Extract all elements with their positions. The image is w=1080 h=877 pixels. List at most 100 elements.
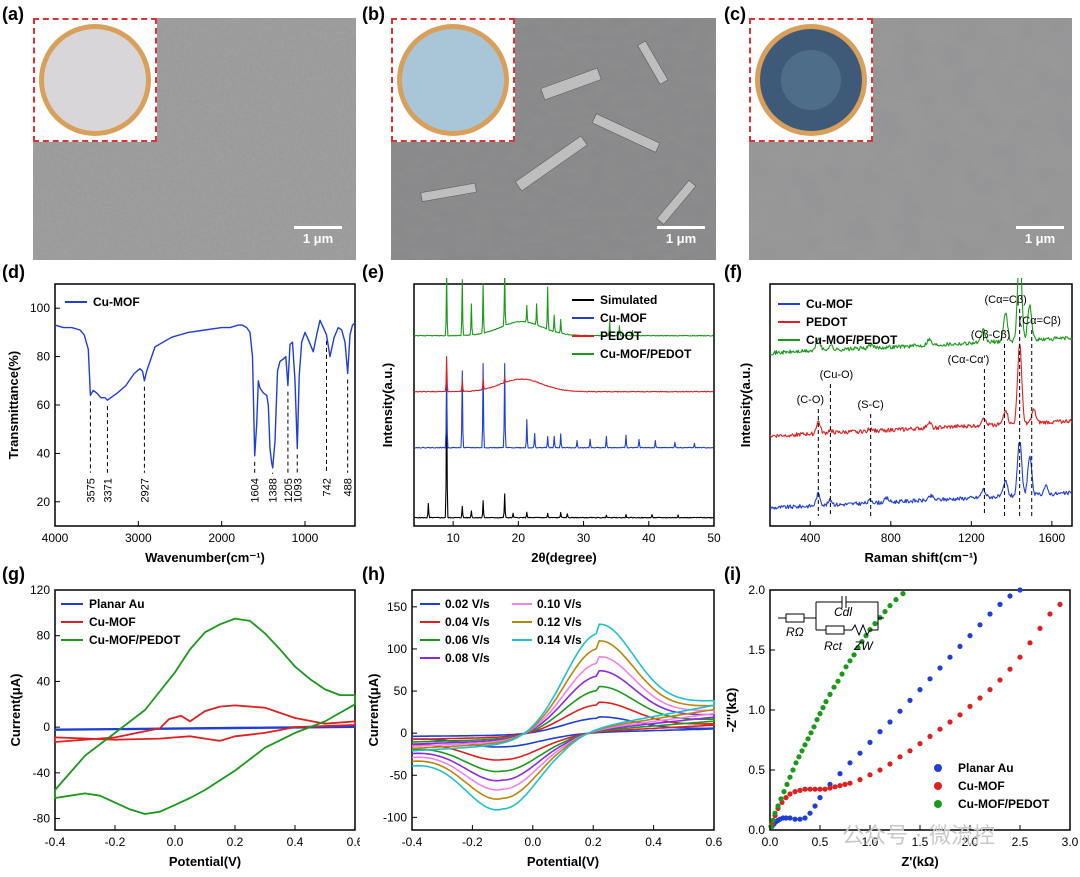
data-point	[937, 665, 943, 671]
data-point	[967, 703, 973, 709]
series-cu-mof-pedot	[413, 278, 714, 337]
data-point	[887, 761, 893, 767]
data-point	[770, 817, 776, 823]
peak-label: 1205	[283, 478, 295, 502]
data-point	[768, 823, 774, 829]
y-tick-label: 2.0	[748, 583, 765, 597]
x-tick-label: 0.5	[812, 835, 829, 849]
data-point	[843, 664, 849, 670]
y-axis-label: Transmittance(%)	[6, 351, 21, 459]
data-point	[822, 786, 828, 792]
chart-e: 10 20 30 40 50 2θ(degree) Intensity(a.u.) Simul…	[380, 278, 721, 565]
x-tick-label: 1200	[958, 531, 985, 545]
data-point	[867, 772, 873, 778]
y-tick-label: 0.0	[748, 823, 765, 837]
x-tick-label: 3000	[125, 531, 152, 545]
peak-label: 3371	[102, 478, 114, 502]
legend-marker	[934, 764, 942, 772]
data-point	[947, 719, 953, 725]
series-cu-mof	[769, 441, 1073, 510]
y-tick-label: 50	[394, 684, 408, 698]
data-point	[937, 726, 943, 732]
x-tick-label: -0.2	[462, 835, 483, 849]
data-point	[907, 748, 913, 754]
x-tick-label: 0.6	[706, 835, 722, 849]
scale-bar-b: 1 μm	[657, 226, 705, 246]
y-tick-label: 40	[37, 446, 51, 460]
data-point	[812, 786, 818, 792]
series-cu-mof-pedot	[769, 278, 1073, 356]
circuit-label: Rct	[824, 639, 843, 653]
data-point	[847, 780, 853, 786]
data-point	[817, 786, 823, 792]
data-point	[784, 781, 790, 787]
x-axis-label: Raman shift(cm⁻¹)	[864, 550, 977, 565]
data-point	[1027, 640, 1033, 646]
data-point	[957, 643, 963, 649]
plot-frame	[413, 283, 715, 527]
legend-label: Cu-MOF	[958, 779, 1005, 793]
data-point	[775, 803, 781, 809]
data-point	[897, 754, 903, 760]
x-tick-label: -0.4	[45, 835, 66, 849]
data-point	[832, 784, 838, 790]
resistor-r-ct	[825, 625, 845, 635]
data-point	[814, 717, 820, 723]
y-tick-label: -40	[33, 766, 51, 780]
peak-label: 1093	[292, 478, 304, 502]
x-axis-label: 2θ(degree)	[531, 550, 597, 565]
data-point	[855, 645, 861, 651]
circuit-label: RΩ	[786, 625, 804, 639]
series-pedot	[769, 343, 1073, 438]
data-point	[997, 677, 1003, 683]
chart-i: 0.0 0.5 1.0 1.5 2.0 2.5 3.0 0.0 0.5 1.0 1.5 2.0 Z'(k…	[724, 583, 1079, 869]
peak-label: 742	[322, 478, 334, 496]
legend-label: Cu-MOF/PEDOT	[89, 633, 181, 647]
data-point	[781, 789, 787, 795]
data-point	[787, 815, 793, 821]
chart-g: -0.4 -0.2 0.0 0.2 0.4 0.6 -80 -40 0 40 80 120 Potent…	[8, 583, 360, 869]
series-pedot	[413, 355, 714, 393]
plot-frame	[54, 589, 356, 831]
raman-marker-label: (Cα-Cα')	[948, 354, 990, 366]
x-axis-label: Z'(kΩ)	[901, 854, 938, 869]
y-tick-label: 100	[30, 301, 50, 315]
x-tick-label: 4000	[42, 531, 69, 545]
legend-label: Cu-MOF	[89, 615, 136, 629]
panel-label-c: (c)	[724, 4, 746, 24]
legend-label: 0.10 V/s	[537, 597, 582, 611]
x-tick-label: 2000	[208, 531, 235, 545]
data-point	[827, 785, 833, 791]
x-axis-label: Wavenumber(cm⁻¹)	[145, 550, 265, 565]
y-axis-label: -Z''(kΩ)	[724, 688, 739, 733]
data-point	[1007, 593, 1013, 599]
x-tick-label: 1.0	[862, 835, 879, 849]
raman-marker-label: (Cα=Cβ)	[1019, 315, 1061, 327]
series-cu-mof	[54, 319, 356, 469]
data-point	[877, 729, 883, 735]
y-tick-label: 100	[387, 642, 407, 656]
data-point	[857, 777, 863, 783]
x-tick-label: 1000	[292, 531, 319, 545]
chart-f: (C-O) (Cu-O) (S-C) (Cα-Cα') (Cβ-Cβ) (Cα=Cβ) (C…	[738, 278, 1073, 565]
data-point	[812, 803, 818, 809]
legend-label: Cu-MOF	[600, 311, 647, 325]
raman-marker-label: (Cα=Cβ)	[984, 294, 1026, 306]
y-tick-label: -50	[390, 768, 408, 782]
data-point	[792, 816, 798, 822]
data-point	[997, 601, 1003, 607]
data-point	[778, 796, 784, 802]
panel-label-a: (a)	[2, 4, 24, 24]
x-axis-label: Potential(V)	[527, 854, 599, 869]
data-point	[1047, 611, 1053, 617]
data-point	[797, 816, 803, 822]
plot-frame	[769, 589, 1071, 831]
y-tick-label: 20	[37, 495, 51, 509]
data-point	[802, 786, 808, 792]
x-tick-label: 800	[881, 531, 901, 545]
data-point	[790, 767, 796, 773]
panel-label-h: (h)	[362, 564, 385, 584]
data-point	[917, 741, 923, 747]
equivalent-circuit: RΩ Cdl Rct ZW	[778, 596, 884, 653]
y-tick-label: 80	[37, 629, 51, 643]
